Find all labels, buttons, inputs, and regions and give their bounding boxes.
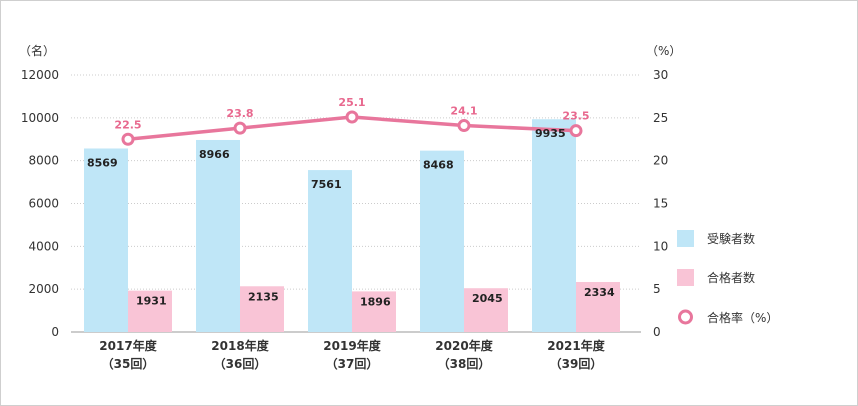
bar-applicants-label: 8966 — [199, 148, 230, 161]
y-left-tick-label: 12000 — [21, 68, 59, 82]
bar-applicants — [532, 119, 576, 332]
rate-point — [233, 121, 247, 135]
bar-applicants — [84, 148, 128, 332]
y-left-tick-label: 6000 — [28, 197, 59, 211]
y-right-tick-label: 5 — [653, 282, 661, 296]
y-left-unit: （名） — [19, 43, 55, 58]
legend-swatch-rate — [678, 309, 693, 325]
bars — [84, 119, 620, 332]
legend-label-rate: 合格率（%） — [707, 310, 778, 325]
bar-applicants — [308, 170, 352, 332]
rate-point-label: 25.1 — [338, 96, 365, 109]
x-tick-sublabel: （36回） — [214, 356, 267, 371]
y-right-tick-label: 30 — [653, 68, 668, 82]
bar-passers — [576, 282, 620, 332]
x-tick-label: 2021年度 — [547, 338, 605, 353]
legend-swatch-passers — [677, 269, 694, 286]
rate-point — [569, 124, 583, 138]
y-right-tick-label: 10 — [653, 239, 668, 253]
y-right-tick-label: 25 — [653, 111, 668, 125]
x-tick-sublabel: （37回） — [326, 356, 379, 371]
y-right-unit: （%） — [646, 44, 681, 58]
x-tick-sublabel: （35回） — [102, 356, 155, 371]
bar-passers — [128, 290, 172, 332]
rate-point-label: 24.1 — [450, 105, 477, 118]
rate-point-label: 22.5 — [114, 118, 141, 131]
rate-point — [457, 119, 471, 133]
x-tick-label: 2019年度 — [323, 338, 381, 353]
bar-applicants-label: 8569 — [87, 156, 118, 169]
rate-point-label: 23.8 — [226, 107, 253, 120]
bar-passers-label: 1931 — [136, 295, 167, 308]
y-right-tick-label: 20 — [653, 154, 668, 168]
bar-passers — [352, 291, 396, 332]
bar-applicants — [196, 139, 240, 332]
bar-passers-label: 2135 — [248, 290, 279, 303]
y-left-tick-label: 4000 — [28, 239, 59, 253]
legend-label-passers: 合格者数 — [707, 270, 755, 285]
bar-applicants-label: 9935 — [535, 127, 566, 140]
rate-line — [121, 110, 583, 146]
bar-passers — [240, 286, 284, 332]
labels: 0 2000 4000 6000 8000 10000 12000 0 5 10 15 20 25 30 （… — [19, 43, 681, 371]
bar-passers — [464, 288, 508, 332]
bar-passers-label: 2334 — [584, 286, 615, 299]
bar-applicants-label: 8468 — [423, 159, 454, 172]
rate-point — [121, 132, 135, 146]
y-left-tick-label: 10000 — [21, 111, 59, 125]
x-tick-sublabel: （39回） — [550, 356, 603, 371]
rate-point-label: 23.5 — [562, 110, 589, 123]
bar-passers-label: 2045 — [472, 292, 503, 305]
rate-point — [345, 110, 359, 124]
y-left-tick-label: 2000 — [28, 282, 59, 296]
bar-applicants — [420, 150, 464, 332]
x-tick-label: 2018年度 — [211, 338, 269, 353]
y-right-tick-label: 15 — [653, 197, 668, 211]
y-left-tick-label: 0 — [51, 325, 59, 339]
y-left-tick-label: 8000 — [28, 154, 59, 168]
bar-passers-label: 1896 — [360, 295, 391, 308]
x-tick-label: 2017年度 — [99, 338, 157, 353]
y-right-tick-label: 0 — [653, 325, 661, 339]
x-tick-sublabel: （38回） — [438, 356, 491, 371]
x-tick-label: 2020年度 — [435, 338, 493, 353]
bar-applicants-label: 7561 — [311, 178, 342, 191]
legend-label-applicants: 受験者数 — [707, 231, 755, 246]
legend-swatch-applicants — [677, 230, 694, 247]
